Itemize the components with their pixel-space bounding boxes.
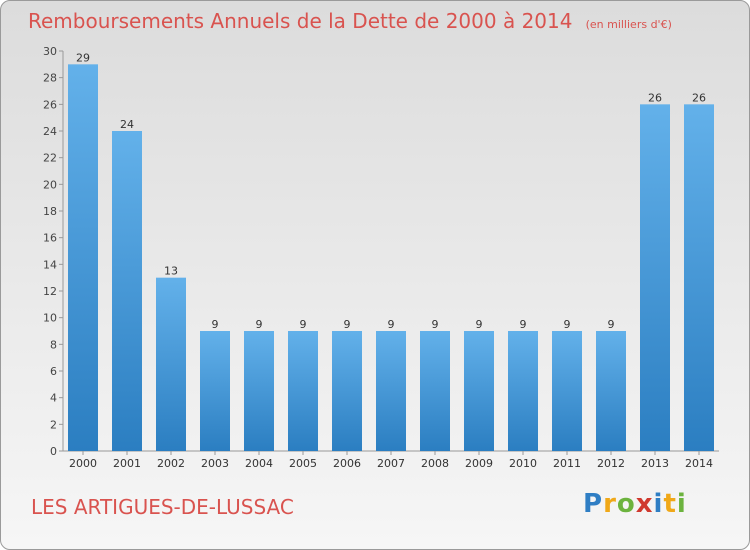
chart-bars: 29 24 13 9 9 9 9 9 9 9 9 9 9 26 26 [68,51,714,452]
bar [684,104,714,451]
bar-value-label: 9 [212,318,219,331]
bar [464,331,494,451]
logo-letter: r [603,489,617,519]
bar-value-label: 26 [648,91,662,104]
bar [332,331,362,451]
y-tick-label: 30 [43,45,57,58]
x-tick-label: 2004 [245,457,273,470]
x-tick-label: 2012 [597,457,625,470]
y-tick-label: 8 [50,338,57,351]
chart-unit: (en milliers d'€) [585,18,672,31]
chart-title: Remboursements Annuels de la Dette de 20… [28,9,573,33]
y-tick-label: 12 [43,285,57,298]
y-tick-label: 18 [43,205,57,218]
x-tick-label: 2014 [685,457,713,470]
bar-value-label: 13 [164,265,178,278]
bar [200,331,230,451]
bar [112,131,142,451]
bar-value-label: 9 [520,318,527,331]
logo-letter: i [676,489,687,519]
bar [376,331,406,451]
logo-letter: P [583,489,604,519]
y-tick-label: 26 [43,98,57,111]
x-tick-label: 2013 [641,457,669,470]
bar-value-label: 29 [76,51,90,64]
bar-value-label: 9 [300,318,307,331]
x-tick-label: 2008 [421,457,449,470]
logo-letter: x [635,489,654,519]
bar-value-label: 9 [564,318,571,331]
bar-value-label: 24 [120,118,134,131]
x-tick-label: 2007 [377,457,405,470]
y-tick-label: 20 [43,178,57,191]
bar [156,277,186,451]
x-tick-label: 2002 [157,457,185,470]
x-tick-label: 2005 [289,457,317,470]
proxiti-logo: Proxiti [583,489,687,519]
commune-name: LES ARTIGUES-DE-LUSSAC [31,495,294,519]
x-tick-label: 2003 [201,457,229,470]
y-tick-label: 4 [50,392,57,405]
y-tick-label: 10 [43,312,57,325]
y-tick-label: 16 [43,232,57,245]
bar-value-label: 9 [256,318,263,331]
x-tick-label: 2006 [333,457,361,470]
bar [68,64,98,452]
x-tick-label: 2010 [509,457,537,470]
bar-value-label: 9 [608,318,615,331]
y-tick-label: 2 [50,418,57,431]
y-tick-label: 6 [50,365,57,378]
bar-value-label: 9 [388,318,395,331]
bar-value-label: 9 [344,318,351,331]
x-tick-label: 2009 [465,457,493,470]
x-tick-label: 2011 [553,457,581,470]
bar [640,104,670,451]
bar [552,331,582,451]
bar [420,331,450,451]
bar-value-label: 26 [692,91,706,104]
y-tick-label: 22 [43,152,57,165]
logo-letter: t [663,489,677,519]
y-tick-label: 24 [43,125,57,138]
bar-value-label: 9 [432,318,439,331]
chart-title-block: Remboursements Annuels de la Dette de 20… [28,9,672,33]
y-tick-label: 0 [50,445,57,458]
x-tick-label: 2001 [113,457,141,470]
bar [288,331,318,451]
x-tick-label: 2000 [69,457,97,470]
bar [244,331,274,451]
bar-value-label: 9 [476,318,483,331]
y-tick-label: 28 [43,72,57,85]
bar [508,331,538,451]
logo-letter: i [653,489,664,519]
bar [596,331,626,451]
y-tick-label: 14 [43,258,57,271]
logo-letter: o [616,489,636,519]
